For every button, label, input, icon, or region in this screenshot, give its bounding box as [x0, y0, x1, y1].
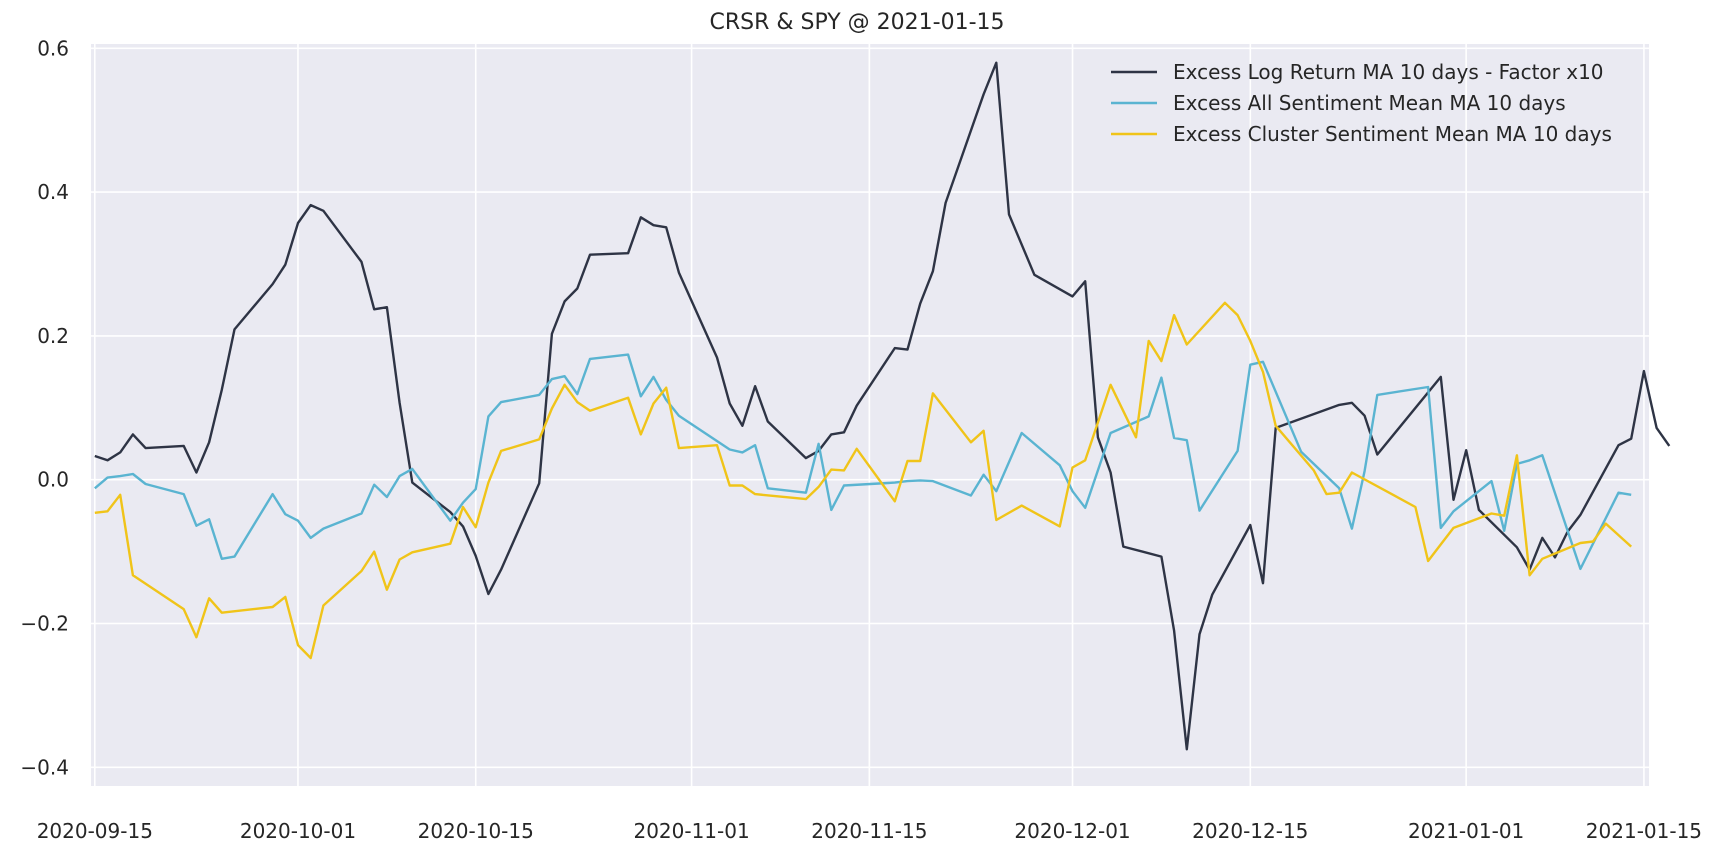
x-tick-label: 2021-01-15	[1586, 819, 1702, 843]
legend: Excess Log Return MA 10 days - Factor x1…	[1111, 60, 1612, 146]
y-tick-label: 0.6	[37, 36, 69, 60]
legend-label-3: Excess Cluster Sentiment Mean MA 10 days	[1173, 122, 1612, 146]
legend-label-1: Excess Log Return MA 10 days - Factor x1…	[1173, 60, 1604, 84]
series-layer	[94, 61, 1671, 751]
series-line-3	[94, 301, 1633, 660]
y-tick-label: 0.2	[37, 324, 69, 348]
y-tick-label: −0.2	[20, 612, 69, 636]
y-axis: 0.6 0.4 0.2 0.0 −0.2 −0.4	[20, 36, 69, 779]
series-line-2	[94, 353, 1632, 571]
legend-label-2: Excess All Sentiment Mean MA 10 days	[1173, 91, 1566, 115]
x-tick-label: 2020-11-15	[811, 819, 927, 843]
x-tick-label: 2020-09-15	[37, 819, 153, 843]
y-tick-label: 0.0	[37, 468, 69, 492]
x-tick-label: 2020-10-15	[418, 819, 534, 843]
x-tick-label: 2020-11-01	[633, 819, 749, 843]
gridlines	[91, 44, 1649, 786]
x-axis: 2020-09-15 2020-10-01 2020-10-15 2020-11-01…	[37, 819, 1702, 843]
x-tick-label: 2020-12-01	[1014, 819, 1130, 843]
x-tick-label: 2021-01-01	[1408, 819, 1524, 843]
chart-title: CRSR & SPY @ 2021-01-15	[709, 10, 1004, 35]
x-tick-label: 2020-10-01	[240, 819, 356, 843]
series-line-1	[94, 61, 1671, 751]
y-tick-label: 0.4	[37, 180, 69, 204]
x-tick-label: 2020-12-15	[1192, 819, 1308, 843]
y-tick-label: −0.4	[20, 755, 69, 779]
